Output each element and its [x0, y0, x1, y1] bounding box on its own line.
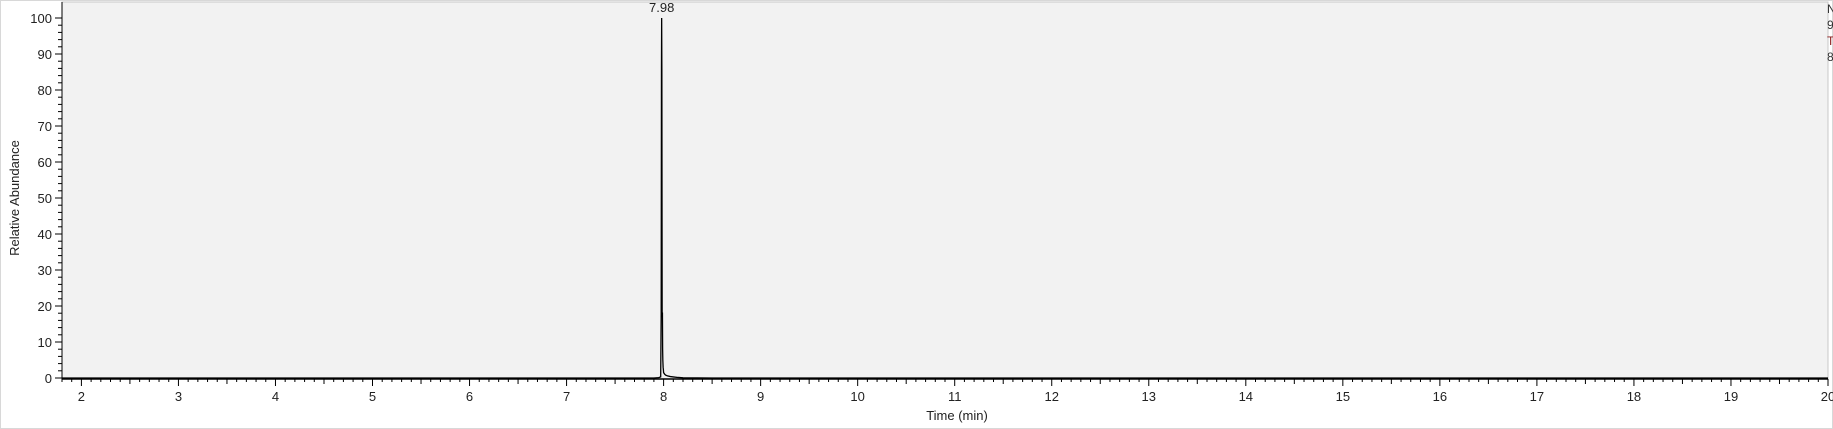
right-margin-text: N 9 T 8: [1827, 2, 1833, 64]
x-tick-label: 4: [272, 389, 279, 404]
x-tick-label: 7: [563, 389, 570, 404]
x-tick-label: 5: [369, 389, 376, 404]
x-tick-label: 19: [1724, 389, 1738, 404]
y-tick-label: 60: [38, 155, 52, 170]
y-tick-label: 50: [38, 191, 52, 206]
y-tick-label: 30: [38, 263, 52, 278]
x-tick-label: 20: [1821, 389, 1833, 404]
y-tick-label: 0: [45, 371, 52, 386]
plot-area: [61, 1, 1829, 380]
chromatogram-trace: [62, 17, 1828, 379]
peak-label: 7.98: [649, 0, 674, 15]
x-tick-label: 9: [757, 389, 764, 404]
x-tick-label: 11: [948, 389, 962, 404]
x-tick-label: 13: [1142, 389, 1156, 404]
x-axis: 2 3 4 5 6 7 8 9 10 11 12 13 14 15 16 17 18 19 20: [61, 378, 1833, 404]
x-tick-label: 6: [466, 389, 473, 404]
y-axis-title: Relative Abundance: [7, 140, 22, 256]
x-tick-label: 15: [1336, 389, 1350, 404]
x-tick-label: 14: [1239, 389, 1253, 404]
x-tick-label: 3: [175, 389, 182, 404]
x-tick-label: 12: [1045, 389, 1059, 404]
x-tick-label: 10: [850, 389, 864, 404]
y-tick-label: 10: [38, 335, 52, 350]
y-tick-label: 100: [30, 11, 52, 26]
y-tick-label: 90: [38, 47, 52, 62]
right-margin-char: T: [1827, 34, 1833, 48]
right-margin-char: 8: [1827, 50, 1833, 64]
x-tick-label: 18: [1627, 389, 1641, 404]
x-tick-label: 8: [660, 389, 667, 404]
x-axis-title: Time (min): [926, 408, 988, 423]
y-tick-label: 40: [38, 227, 52, 242]
y-tick-label: 80: [38, 83, 52, 98]
x-tick-label: 17: [1530, 389, 1544, 404]
x-tick-label: 16: [1433, 389, 1447, 404]
right-margin-char: N: [1827, 2, 1833, 16]
x-tick-label: 2: [78, 389, 85, 404]
right-margin-char: 9: [1827, 18, 1833, 32]
y-tick-label: 70: [38, 119, 52, 134]
y-tick-label: 20: [38, 299, 52, 314]
y-axis: 0 10 20 30 40 50 60 70 80 90 100: [30, 2, 63, 386]
